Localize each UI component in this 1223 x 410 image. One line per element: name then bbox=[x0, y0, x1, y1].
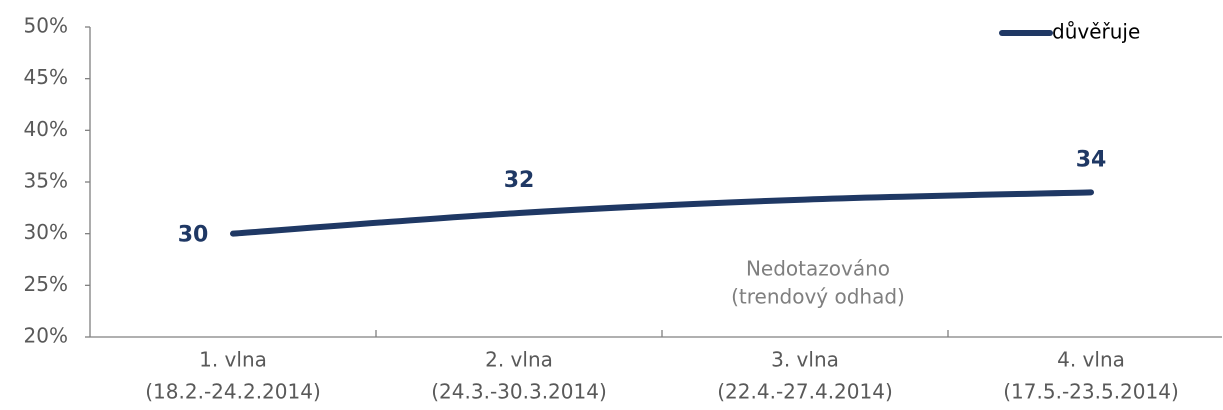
y-tick-label: 25% bbox=[24, 272, 68, 296]
data-label: 34 bbox=[1076, 147, 1107, 172]
x-tick-label: 3. vlna bbox=[771, 348, 839, 372]
annotation: (trendový odhad) bbox=[731, 285, 905, 309]
data-label: 32 bbox=[504, 168, 535, 193]
x-tick-label: (22.4.-27.4.2014) bbox=[717, 380, 893, 404]
x-tick-label: (24.3.-30.3.2014) bbox=[431, 380, 607, 404]
y-tick-label: 20% bbox=[24, 324, 68, 348]
x-tick-label: (18.2.-24.2.2014) bbox=[145, 380, 321, 404]
x-tick-label: (17.5.-23.5.2014) bbox=[1003, 380, 1179, 404]
y-tick-label: 30% bbox=[24, 220, 68, 244]
y-tick-label: 50% bbox=[24, 14, 68, 38]
line bbox=[230, 189, 1094, 237]
x-tick-label: 1. vlna bbox=[199, 348, 267, 372]
annotation: Nedotazováno bbox=[746, 257, 890, 281]
y-tick-label: 35% bbox=[24, 169, 68, 193]
data-label: 30 bbox=[178, 223, 209, 248]
x-tick-label: 2. vlna bbox=[485, 348, 553, 372]
y-tick-label: 45% bbox=[24, 65, 68, 89]
x-tick-label: 4. vlna bbox=[1057, 348, 1125, 372]
y-tick-label: 40% bbox=[24, 117, 68, 141]
legend-label: důvěřuje bbox=[1052, 20, 1140, 44]
